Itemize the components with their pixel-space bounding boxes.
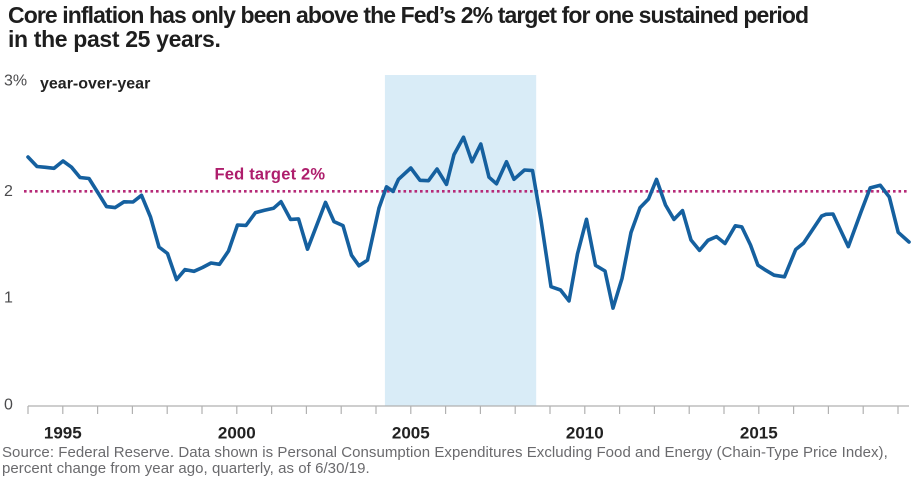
svg-text:3%: 3% bbox=[4, 73, 27, 90]
svg-text:0: 0 bbox=[4, 397, 13, 414]
svg-text:2010: 2010 bbox=[566, 424, 604, 443]
svg-text:Fed target 2%: Fed target 2% bbox=[215, 166, 326, 184]
svg-text:1: 1 bbox=[4, 290, 13, 307]
svg-text:2000: 2000 bbox=[218, 424, 256, 443]
svg-text:2: 2 bbox=[4, 183, 13, 200]
svg-text:year-over-year: year-over-year bbox=[40, 76, 150, 93]
svg-text:2005: 2005 bbox=[392, 424, 430, 443]
svg-text:1995: 1995 bbox=[44, 424, 82, 443]
svg-text:2015: 2015 bbox=[740, 424, 778, 443]
